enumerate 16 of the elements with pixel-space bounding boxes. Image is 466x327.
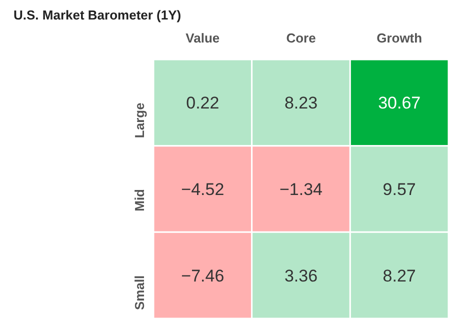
data-label: 30.67 <box>378 94 421 113</box>
data-label: 9.57 <box>382 180 416 199</box>
y-tick-label: Large <box>132 102 147 138</box>
data-label: 8.23 <box>284 94 318 113</box>
data-label: −7.46 <box>181 266 224 286</box>
data-label: −1.34 <box>279 180 323 199</box>
x-tick-label: Growth <box>376 30 422 46</box>
data-label: 0.22 <box>186 94 220 113</box>
chart-title: U.S. Market Barometer (1Y) <box>14 8 182 22</box>
data-label: −4.52 <box>181 180 224 199</box>
x-tick-label: Value <box>186 30 220 46</box>
y-tick-label: Small <box>132 275 147 310</box>
y-tick-label: Mid <box>132 188 147 212</box>
x-tick-label: Core <box>286 30 316 46</box>
data-label: 8.27 <box>382 266 416 286</box>
data-label: 3.36 <box>284 266 318 286</box>
